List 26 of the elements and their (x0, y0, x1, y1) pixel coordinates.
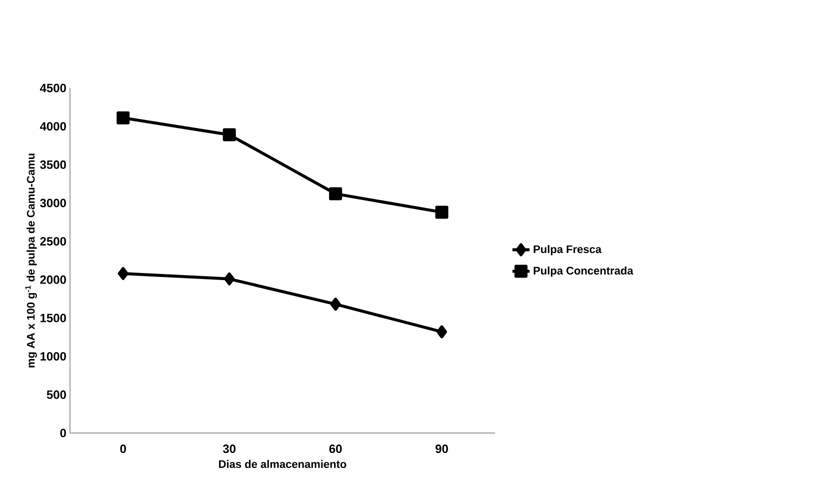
point (329, 187, 342, 200)
y-tick-label: 3000 (40, 198, 66, 208)
point (330, 298, 341, 311)
point (436, 325, 448, 338)
point (222, 128, 236, 142)
point (118, 267, 128, 280)
y-axis-title: mg AA x 100 g$^{-1}$ de pulpa de Camu-Camu (25, 154, 37, 368)
y-tick-label: 4500 (40, 84, 66, 92)
legend-label: Pulpa Fresca (534, 245, 602, 256)
y-tick-label: 1500 (40, 314, 66, 322)
x-tick-label: 60 (329, 444, 342, 454)
x-axis-title: Dias de almacenamiento (219, 460, 346, 468)
x-tick-label: 0 (120, 444, 126, 454)
x-tick-label: 30 (222, 444, 236, 454)
y-tick-label: 500 (46, 390, 66, 399)
y-tick-label: 0 (60, 428, 66, 438)
x-tick-label: 90 (436, 444, 448, 454)
y-tick-label: 1000 (40, 352, 66, 361)
y-tick-label: 2500 (40, 237, 66, 246)
point (116, 111, 130, 124)
legend-label: Pulpa Concentrada (534, 266, 634, 277)
point (435, 206, 448, 219)
y-tick-label: 4000 (40, 122, 66, 131)
point (224, 272, 235, 286)
y-tick-label: 3500 (40, 160, 66, 169)
y-tick-label: 2000 (40, 275, 66, 284)
